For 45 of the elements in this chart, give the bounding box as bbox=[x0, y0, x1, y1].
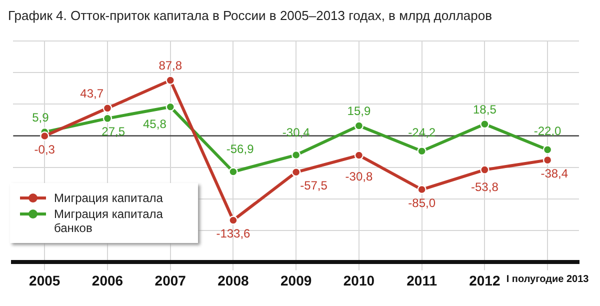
data-label: -22,0 bbox=[534, 124, 562, 138]
point bbox=[40, 131, 50, 141]
x-tick-label: 2008 bbox=[218, 272, 250, 288]
data-label: 15,9 bbox=[347, 104, 371, 118]
data-label: -133,6 bbox=[216, 226, 251, 241]
point bbox=[542, 145, 552, 154]
point bbox=[228, 167, 238, 176]
data-label: 18,5 bbox=[473, 102, 497, 116]
point bbox=[417, 184, 426, 194]
x-tick-label: I полугодие 2013 bbox=[506, 274, 590, 285]
data-label: 5,9 bbox=[32, 110, 50, 124]
data-label: -38,4 bbox=[540, 166, 568, 180]
point bbox=[417, 146, 426, 156]
point bbox=[166, 76, 175, 85]
point bbox=[291, 168, 301, 177]
point bbox=[354, 150, 364, 160]
point bbox=[102, 114, 112, 124]
legend-label: Миграция капитала банков bbox=[54, 207, 164, 235]
data-label: 87,8 bbox=[158, 58, 182, 73]
legend-label: Миграция капитала bbox=[54, 191, 163, 205]
data-label: 43,7 bbox=[80, 86, 104, 100]
x-tick-label: 2012 bbox=[469, 272, 500, 288]
x-tick-label: 2010 bbox=[343, 272, 375, 288]
data-label: 45,8 bbox=[143, 117, 167, 132]
x-tick-label: 2005 bbox=[29, 272, 60, 288]
point bbox=[480, 120, 490, 129]
chart-title: График 4. Отток-приток капитала в России в 2005–2013 годах, в млрд долларов bbox=[8, 8, 494, 23]
point bbox=[291, 150, 301, 160]
point bbox=[480, 165, 490, 174]
data-label: -53,8 bbox=[471, 180, 499, 194]
point bbox=[354, 121, 364, 130]
data-label: -57,5 bbox=[300, 178, 328, 192]
point bbox=[542, 155, 552, 165]
data-label: -56,9 bbox=[226, 142, 254, 156]
x-tick-label: 2006 bbox=[92, 272, 124, 288]
x-tick-label: 2009 bbox=[280, 272, 312, 288]
data-label: 27,5 bbox=[102, 124, 126, 139]
point bbox=[166, 102, 175, 112]
data-label: -85,0 bbox=[408, 196, 436, 210]
point bbox=[228, 216, 238, 225]
x-tick-label: 2007 bbox=[154, 272, 186, 288]
x-tick-label: 2011 bbox=[406, 272, 438, 288]
data-label: -30,8 bbox=[345, 170, 373, 184]
point bbox=[102, 104, 112, 113]
data-label: -0,3 bbox=[34, 142, 56, 156]
